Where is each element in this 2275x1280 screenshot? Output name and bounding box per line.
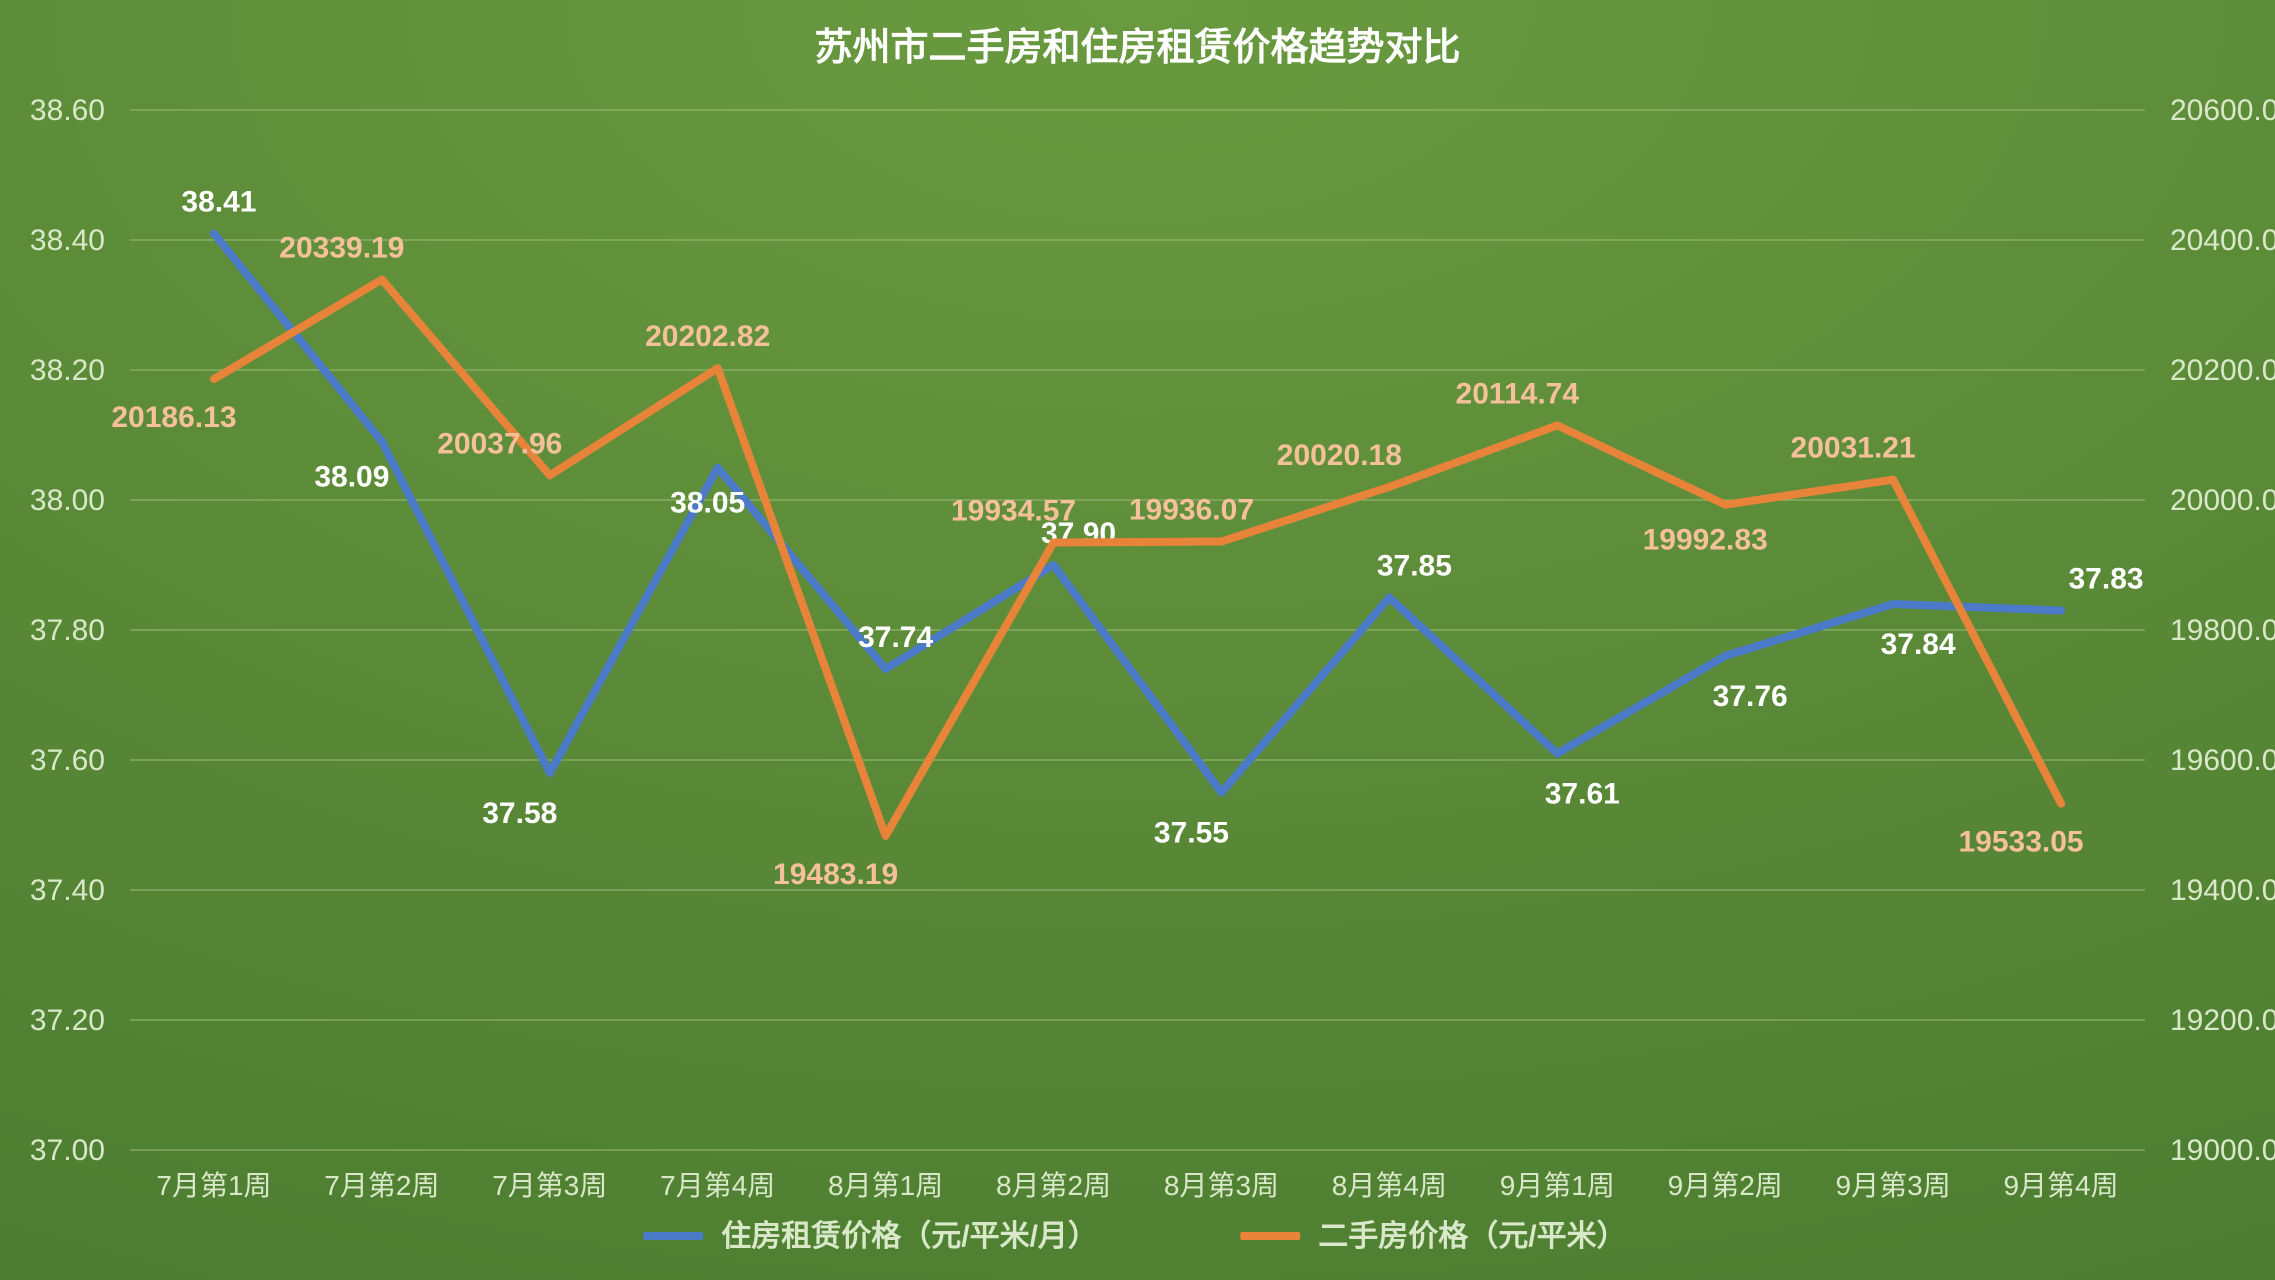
left-axis-tick-label: 38.60 <box>30 94 105 127</box>
right-axis-tick-label: 20400.00 <box>2170 224 2275 257</box>
category-label: 7月第2周 <box>324 1170 439 1201</box>
left-axis-tick-label: 38.40 <box>30 224 105 257</box>
right-axis-tick-label: 19000.00 <box>2170 1134 2275 1167</box>
data-label: 37.85 <box>1377 550 1452 583</box>
legend-swatch <box>1240 1232 1300 1240</box>
category-label: 8月第2周 <box>996 1170 1111 1201</box>
data-label: 37.55 <box>1154 817 1229 850</box>
data-label: 19483.19 <box>773 858 898 891</box>
category-label: 8月第1周 <box>828 1170 943 1201</box>
left-axis-tick-label: 37.60 <box>30 744 105 777</box>
left-axis-tick-label: 38.20 <box>30 354 105 387</box>
chart-title: 苏州市二手房和住房租赁价格趋势对比 <box>814 27 1460 69</box>
data-label: 37.58 <box>482 797 557 830</box>
category-label: 9月第2周 <box>1668 1170 1783 1201</box>
data-label: 20031.21 <box>1791 432 1916 465</box>
right-axis-tick-label: 20200.00 <box>2170 354 2275 387</box>
data-label: 20114.74 <box>1456 377 1580 410</box>
data-label: 38.09 <box>314 461 389 494</box>
left-axis-tick-label: 37.00 <box>30 1134 105 1167</box>
legend-swatch <box>643 1232 703 1240</box>
right-axis-tick-label: 19800.00 <box>2170 614 2275 647</box>
category-label: 7月第3周 <box>492 1170 607 1201</box>
right-axis-tick-label: 20600.00 <box>2170 94 2275 127</box>
left-axis-tick-label: 37.40 <box>30 874 105 907</box>
category-label: 8月第4周 <box>1332 1170 1447 1201</box>
data-label: 37.76 <box>1713 680 1788 713</box>
data-label: 20037.96 <box>437 427 562 460</box>
data-label: 19936.07 <box>1129 494 1254 527</box>
category-label: 8月第3周 <box>1164 1170 1279 1201</box>
data-label: 20202.82 <box>645 320 770 353</box>
left-axis-tick-label: 37.80 <box>30 614 105 647</box>
left-axis-tick-label: 38.00 <box>30 484 105 517</box>
category-label: 9月第3周 <box>1836 1170 1951 1201</box>
data-label: 19992.83 <box>1643 524 1768 557</box>
data-label: 20339.19 <box>279 232 404 265</box>
legend-label: 住房租赁价格（元/平米/月） <box>721 1219 1098 1253</box>
data-label: 38.41 <box>181 186 256 219</box>
right-axis-tick-label: 19200.00 <box>2170 1004 2275 1037</box>
category-label: 7月第4周 <box>660 1170 775 1201</box>
right-axis-tick-label: 19400.00 <box>2170 874 2275 907</box>
data-label: 19533.05 <box>1958 826 2083 859</box>
category-label: 9月第1周 <box>1500 1170 1615 1201</box>
legend-label: 二手房价格（元/平米） <box>1318 1219 1626 1253</box>
data-label: 38.05 <box>670 487 745 520</box>
data-label: 20186.13 <box>111 401 236 434</box>
data-label: 19934.57 <box>951 495 1076 528</box>
data-label: 37.74 <box>858 621 933 654</box>
data-label: 20020.18 <box>1277 439 1402 472</box>
left-axis-tick-label: 37.20 <box>30 1004 105 1037</box>
chart-container: 苏州市二手房和住房租赁价格趋势对比 37.00 37.20 37.40 37.60 37.… <box>0 0 2275 1280</box>
right-axis-tick-label: 20000.00 <box>2170 484 2275 517</box>
category-label: 7月第1周 <box>156 1170 271 1201</box>
data-label: 37.84 <box>1881 628 1956 661</box>
data-label: 37.83 <box>2069 563 2144 596</box>
data-label: 37.61 <box>1545 778 1620 811</box>
right-axis-tick-label: 19600.00 <box>2170 744 2275 777</box>
category-label: 9月第4周 <box>2003 1170 2118 1201</box>
